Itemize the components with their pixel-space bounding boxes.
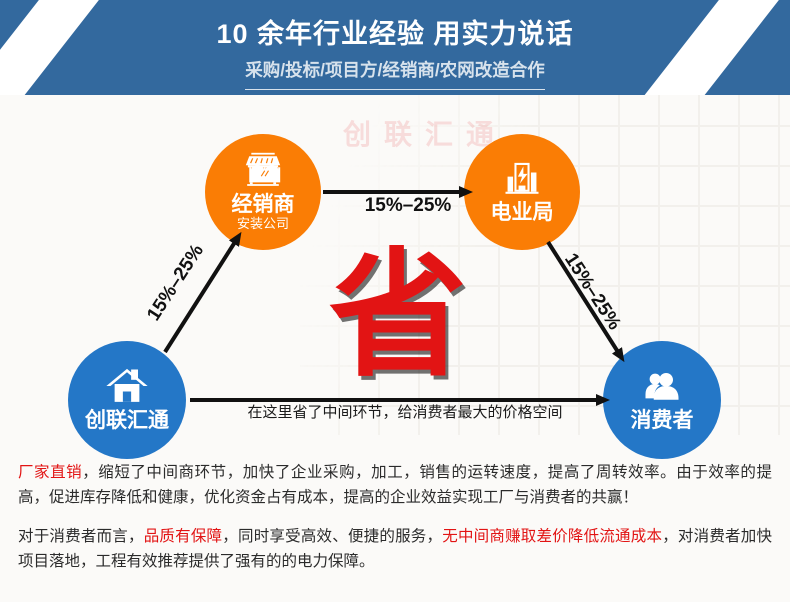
svg-text:省: 省 (329, 245, 467, 385)
